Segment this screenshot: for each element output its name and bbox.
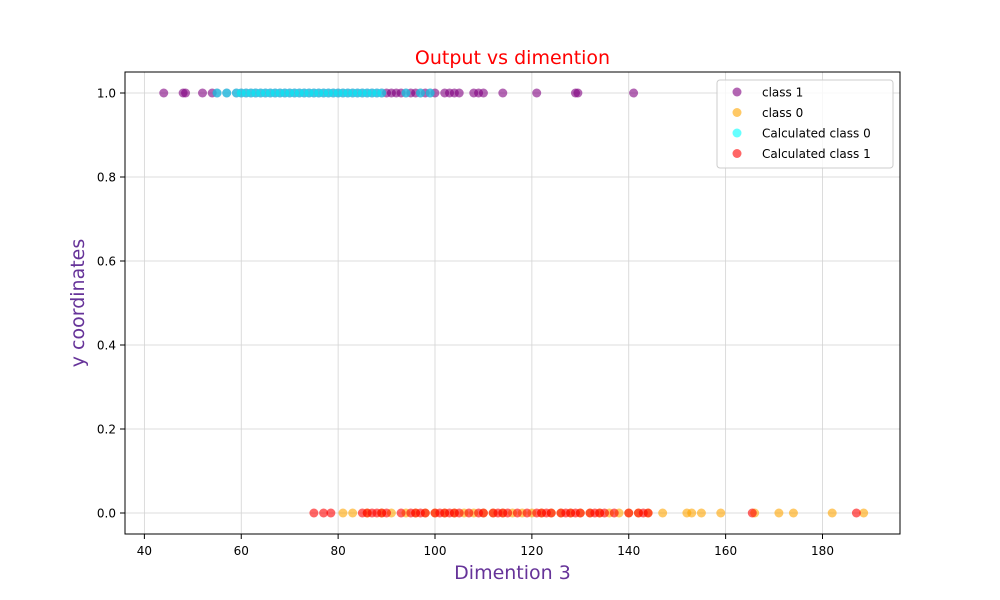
data-point (643, 508, 653, 518)
x-tick-label: 40 (137, 544, 152, 558)
data-point (522, 508, 532, 518)
data-point (478, 88, 488, 98)
data-point (382, 508, 392, 518)
legend-label: class 1 (762, 86, 803, 100)
x-tick-label: 100 (424, 544, 447, 558)
data-point (420, 508, 430, 518)
data-point (609, 508, 619, 518)
x-tick-label: 160 (714, 544, 737, 558)
y-tick-label: 0.6 (97, 255, 116, 269)
x-tick-label: 180 (811, 544, 834, 558)
data-point (159, 88, 169, 98)
data-point (532, 88, 542, 98)
data-point (716, 508, 726, 518)
data-point (696, 508, 706, 518)
data-point (377, 88, 387, 98)
data-point (827, 508, 837, 518)
data-point (198, 88, 207, 98)
plot-frame (124, 71, 901, 535)
data-point (629, 88, 639, 98)
data-point (415, 88, 425, 98)
chart-title: Output vs dimention (415, 47, 610, 69)
data-point (859, 508, 869, 518)
data-point (454, 88, 464, 98)
legend-marker (732, 108, 742, 117)
legend-box (716, 79, 894, 169)
data-point (546, 508, 556, 518)
legend-marker (732, 87, 742, 97)
data-point (600, 508, 610, 518)
legend-label: class 0 (762, 106, 803, 120)
data-point (212, 88, 222, 98)
data-point (624, 508, 634, 518)
data-point (658, 508, 668, 518)
data-point (788, 508, 798, 518)
data-point (326, 508, 336, 518)
x-tick-label: 60 (234, 544, 249, 558)
data-point (687, 508, 697, 518)
data-point (512, 508, 522, 518)
y-axis-label: y coordinates (67, 239, 89, 368)
y-tick-label: 1.0 (97, 87, 116, 101)
data-point (348, 508, 358, 518)
data-point (396, 508, 406, 518)
data-point (338, 508, 348, 518)
data-point (575, 508, 585, 518)
data-points (159, 88, 869, 518)
y-tick-label: 0.4 (97, 339, 116, 353)
y-tick-label: 0.2 (97, 423, 116, 437)
data-point (851, 508, 861, 518)
data-point (503, 508, 513, 518)
series-3 (309, 508, 861, 518)
legend-marker (732, 149, 742, 158)
x-tick-label: 80 (330, 544, 345, 558)
data-point (309, 508, 319, 518)
data-point (222, 88, 232, 98)
legend-label: Calculated class 0 (762, 127, 871, 141)
legend: class 1 class 0 Calculated class 0 Calculat… (716, 79, 894, 169)
data-point (401, 88, 411, 98)
data-point (747, 508, 757, 518)
data-point (498, 88, 508, 98)
x-tick-label: 140 (617, 544, 640, 558)
x-axis-label: Dimention 3 (454, 562, 571, 584)
data-point (573, 88, 583, 98)
data-point (478, 508, 488, 518)
data-point (774, 508, 784, 518)
legend-marker (732, 128, 742, 138)
y-axis-ticks: 0.0 0.2 0.4 0.6 0.8 1.0 (97, 87, 125, 521)
data-point (464, 508, 474, 518)
y-tick-label: 0.8 (97, 171, 116, 185)
x-tick-label: 120 (520, 544, 543, 558)
y-tick-label: 0.0 (97, 507, 116, 521)
series-2 (212, 88, 435, 98)
legend-label: Calculated class 1 (762, 147, 871, 161)
data-point (319, 508, 329, 518)
data-point (454, 508, 464, 518)
data-point (181, 88, 191, 98)
data-point (425, 88, 435, 98)
x-axis-ticks: 40 60 80 100 120 140 160 180 (137, 534, 834, 558)
